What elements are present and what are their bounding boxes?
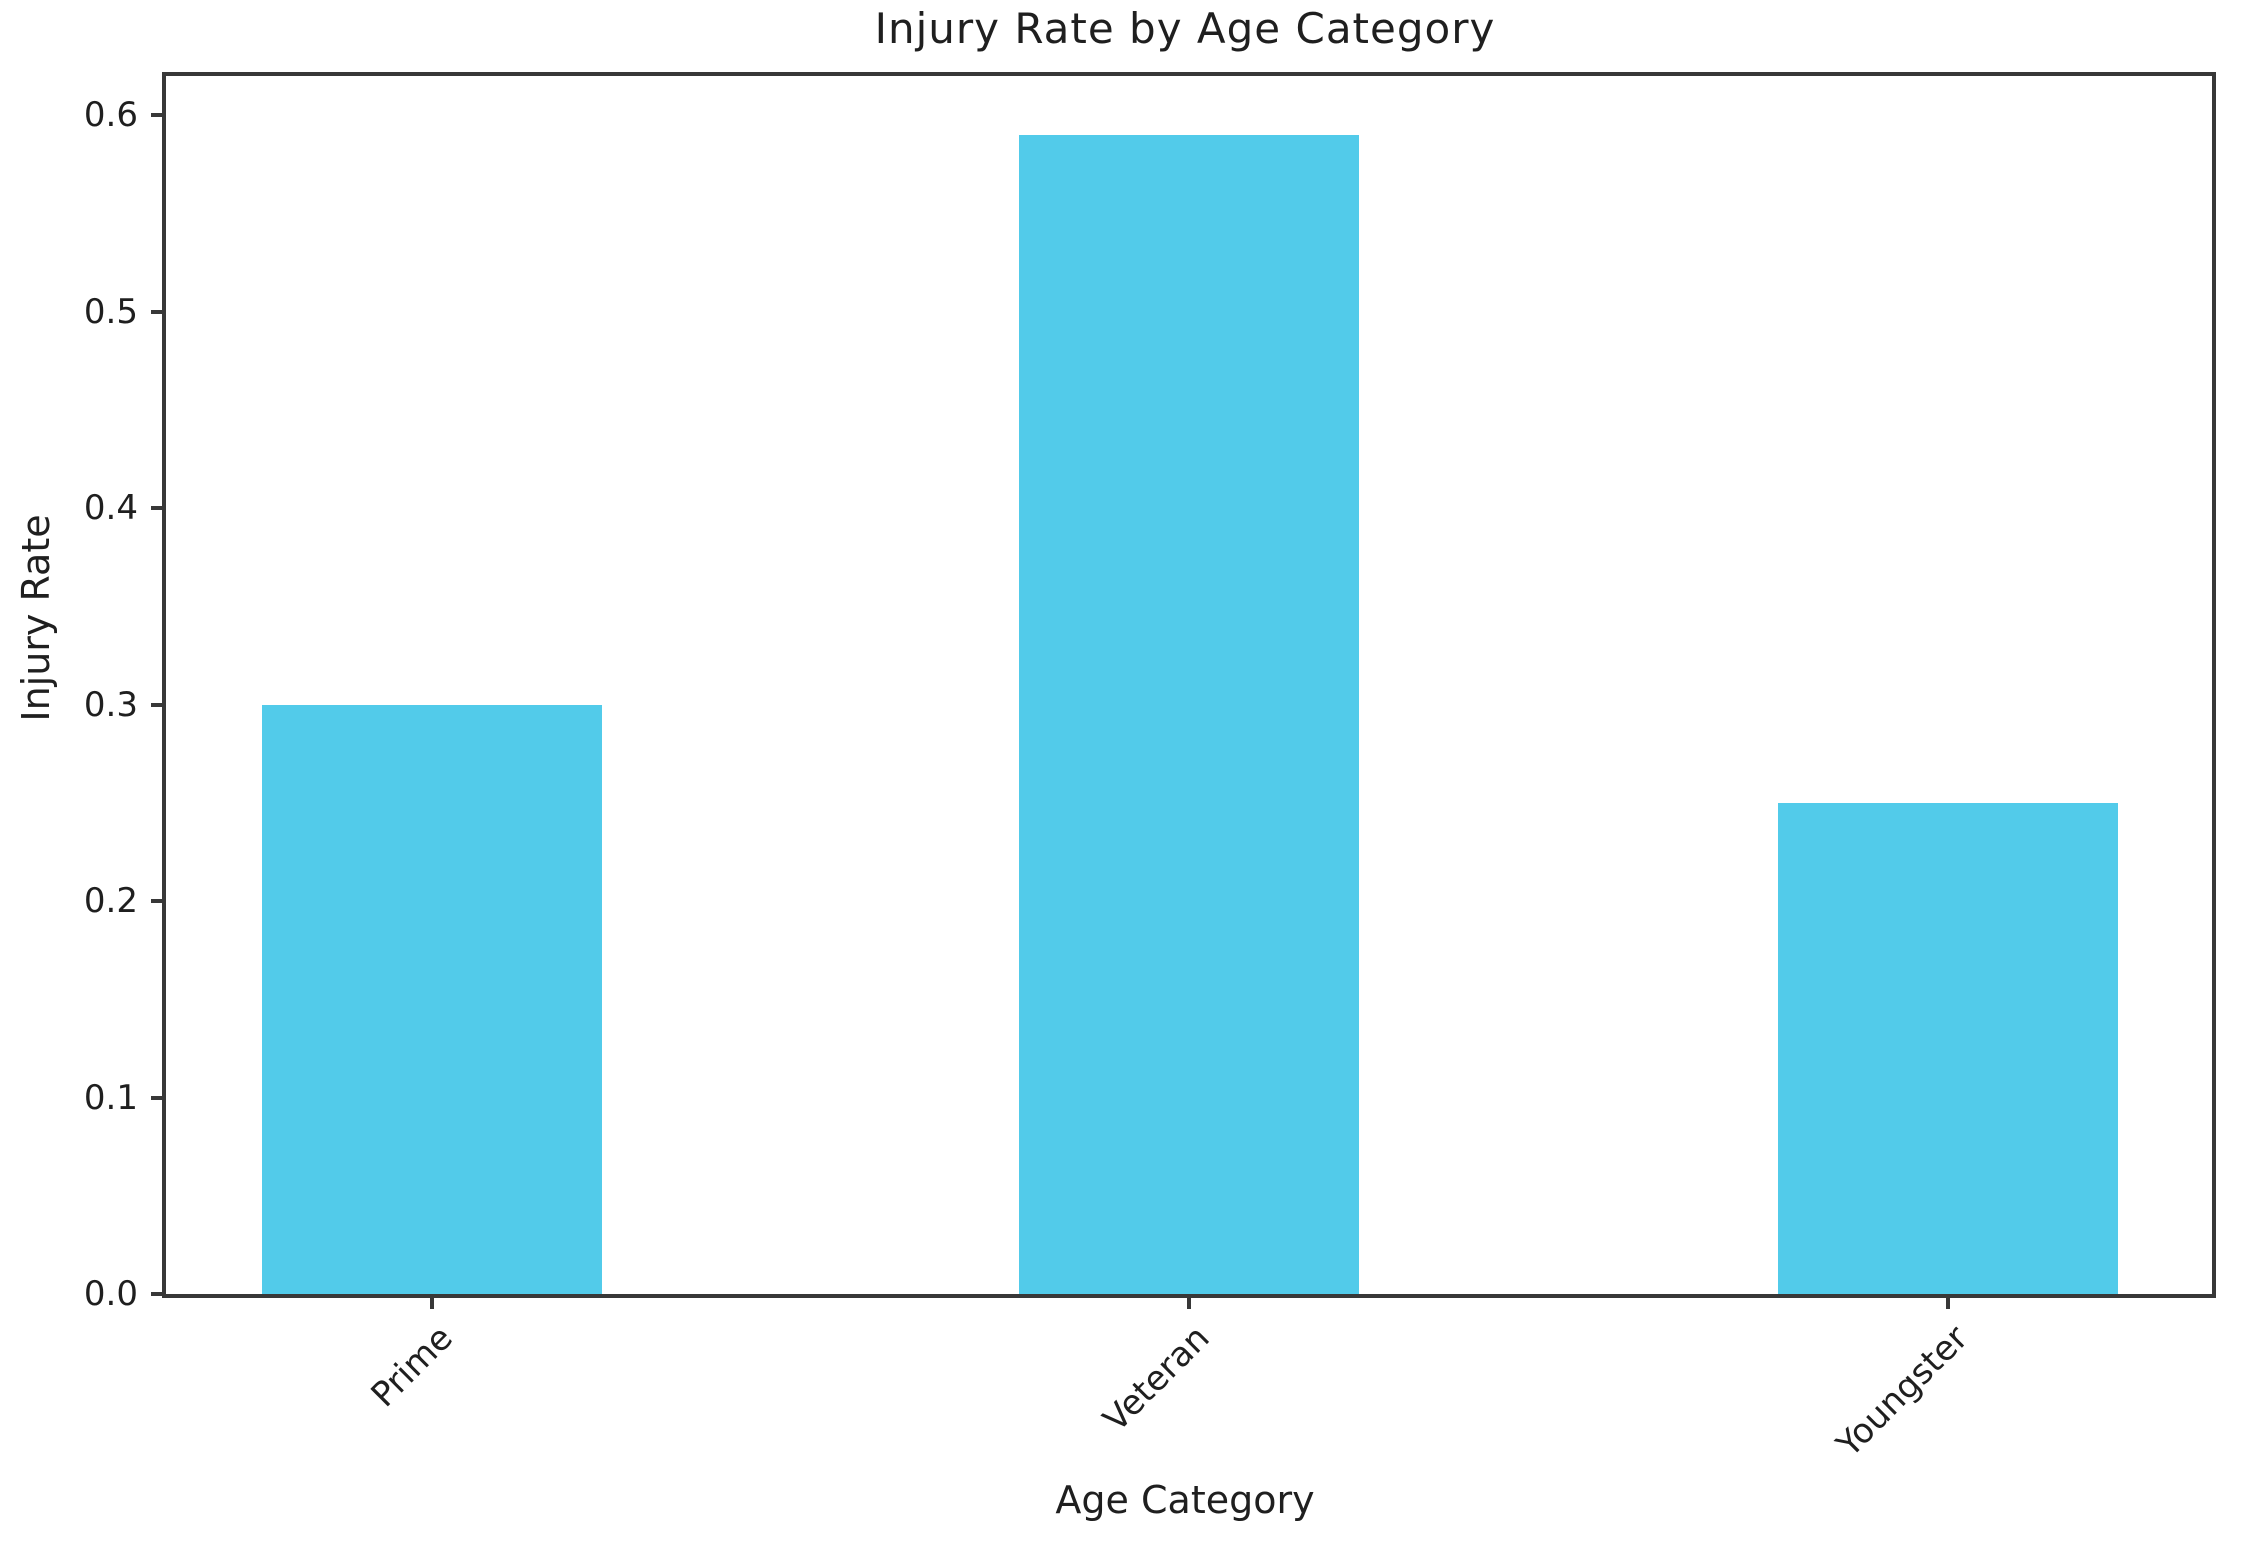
x-tick-mark <box>1946 1294 1951 1309</box>
y-tick-mark <box>151 113 166 118</box>
plot-area: 0.0 0.1 0.2 0.3 0.4 0.5 0.6 Prime Veteran Youngst… <box>84 72 2216 1465</box>
x-axis-label: Age Category <box>1055 1478 1315 1522</box>
y-tick-mark <box>151 309 166 314</box>
y-tick-label: 0.1 <box>83 1077 138 1118</box>
y-tick-mark <box>151 1095 166 1100</box>
y-tick-label: 0.6 <box>83 95 138 136</box>
y-tick-mark <box>151 506 166 511</box>
y-tick-label: 0.4 <box>83 488 138 529</box>
x-tick-label: Veteran <box>1095 1318 1218 1440</box>
y-axis-label: Injury Rate <box>14 514 58 722</box>
x-tick-mark <box>429 1294 434 1309</box>
y-tick-label: 0.2 <box>83 881 138 922</box>
bar-youngster <box>1778 802 2118 1294</box>
y-tick-label: 0.3 <box>83 684 138 725</box>
y-tick-mark <box>151 899 166 904</box>
x-tick-label: Youngster <box>1829 1318 1977 1465</box>
bar-veteran <box>1019 134 1359 1294</box>
chart-title: Injury Rate by Age Category <box>874 4 1496 53</box>
y-tick-mark <box>151 1292 166 1296</box>
bar-prime <box>262 704 602 1294</box>
y-tick-mark <box>151 702 166 707</box>
y-tick-label: 0.0 <box>83 1274 138 1314</box>
x-tick-label: Prime <box>363 1318 461 1416</box>
y-tick-label: 0.5 <box>83 291 138 332</box>
x-tick-mark <box>1187 1294 1191 1309</box>
